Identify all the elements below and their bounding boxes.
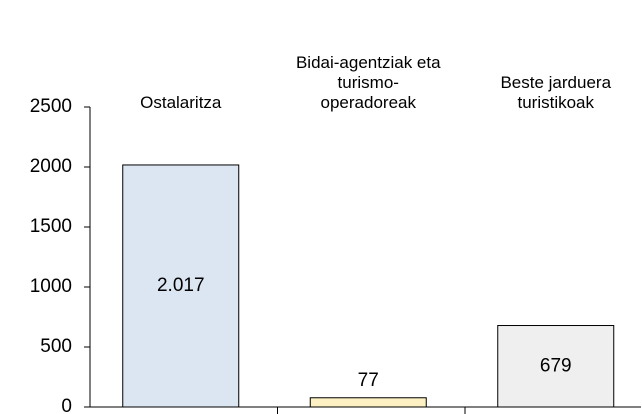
bar (309, 397, 427, 408)
bar (497, 325, 615, 408)
value-label: 679 (540, 355, 572, 376)
y-tick-label: 0 (61, 396, 72, 414)
value-label: 77 (358, 370, 379, 391)
y-tick-label: 500 (40, 336, 72, 357)
bar (122, 164, 240, 408)
y-tick-label: 2000 (30, 156, 72, 177)
category-label: Bidai-agentziak eta turismo-operadoreak (295, 53, 441, 112)
category-label: Beste jarduera turistikoak (500, 73, 612, 112)
y-tick-label: 2500 (30, 96, 72, 117)
y-tick-label: 1000 (30, 276, 72, 297)
value-label: 2.017 (157, 275, 205, 296)
y-tick-label: 1500 (30, 216, 72, 237)
category-label: Ostalaritza (140, 93, 222, 112)
